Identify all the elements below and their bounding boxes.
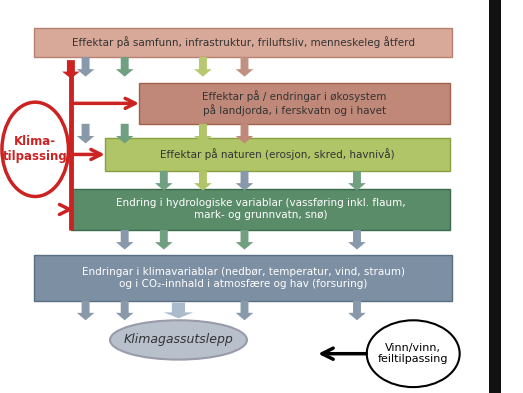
Polygon shape [236, 301, 253, 320]
Polygon shape [348, 301, 366, 320]
Polygon shape [116, 57, 133, 77]
Polygon shape [236, 230, 253, 250]
Polygon shape [62, 60, 79, 79]
Polygon shape [236, 171, 253, 191]
FancyBboxPatch shape [139, 83, 450, 124]
Text: Endring i hydrologiske variablar (vassføring inkl. flaum,
mark- og grunnvatn, sn: Endring i hydrologiske variablar (vassfø… [116, 198, 405, 220]
Ellipse shape [367, 320, 460, 387]
Polygon shape [236, 57, 253, 77]
Polygon shape [194, 171, 212, 191]
Polygon shape [116, 301, 133, 320]
Polygon shape [236, 124, 253, 143]
Polygon shape [77, 301, 94, 320]
Polygon shape [116, 230, 133, 250]
Text: Effektar på samfunn, infrastruktur, friluftsliv, menneskeleg åtferd: Effektar på samfunn, infrastruktur, fril… [72, 36, 415, 48]
Polygon shape [116, 124, 133, 143]
Text: Klimagassutslepp: Klimagassutslepp [123, 333, 233, 347]
Polygon shape [194, 124, 212, 143]
Ellipse shape [110, 320, 247, 360]
Text: Effektar på naturen (erosjon, skred, havnivå): Effektar på naturen (erosjon, skred, hav… [160, 148, 395, 160]
Ellipse shape [2, 102, 69, 196]
Polygon shape [155, 171, 173, 191]
Polygon shape [348, 171, 366, 191]
Text: Vinn/vinn,
feiltilpassing: Vinn/vinn, feiltilpassing [378, 343, 448, 364]
Polygon shape [164, 303, 193, 318]
Text: Klima-
tilpassing: Klima- tilpassing [3, 135, 67, 163]
Polygon shape [77, 124, 94, 143]
Polygon shape [194, 57, 212, 77]
Polygon shape [77, 57, 94, 77]
Polygon shape [155, 230, 173, 250]
Polygon shape [348, 230, 366, 250]
FancyBboxPatch shape [71, 189, 450, 230]
Text: Effektar på / endringar i økosystem
på landjorda, i ferskvatn og i havet: Effektar på / endringar i økosystem på l… [202, 90, 387, 116]
FancyBboxPatch shape [34, 28, 452, 57]
FancyBboxPatch shape [34, 255, 452, 301]
Bar [489, 0, 501, 393]
FancyBboxPatch shape [105, 138, 450, 171]
Text: Endringar i klimavariablar (nedbør, temperatur, vind, straum)
og i CO₂-innhald i: Endringar i klimavariablar (nedbør, temp… [82, 267, 405, 289]
